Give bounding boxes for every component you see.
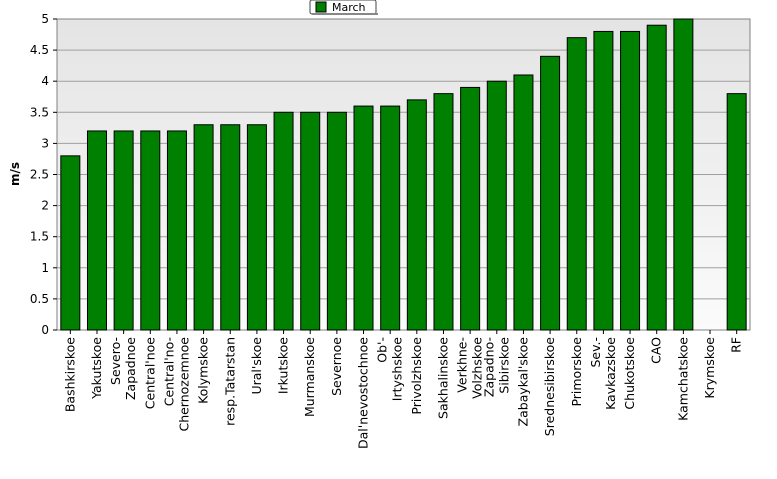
bar: [673, 18, 694, 331]
y-axis: 0 0.5 1 1.5 2 2.5 3 3.5 4 4.5 5: [30, 12, 57, 337]
y-tick-label: 2: [41, 199, 49, 213]
y-tick-label: 4.5: [30, 43, 49, 57]
x-tick-label: resp.Tatarstan: [222, 337, 237, 426]
y-tick-label: 1: [41, 261, 49, 275]
y-axis-label: m/s: [8, 162, 22, 186]
x-tick-label: Volzhskoe: [470, 337, 485, 399]
x-tick-label: Irtyshskoe: [390, 337, 405, 402]
bar: [246, 124, 267, 331]
bar: [726, 93, 747, 331]
bar: [620, 30, 641, 331]
x-tick-label: Zabaykal'skoe: [515, 337, 530, 427]
x-tick-label: Kamchatskoe: [675, 337, 690, 421]
x-tick-label: Ob'-: [375, 337, 390, 363]
x-tick-label: Central'no-: [161, 337, 176, 406]
x-tick-label: Kavkazskoe: [603, 337, 618, 410]
bar: [273, 111, 294, 331]
x-tick-label: Dal'nevostochnoe: [356, 337, 371, 449]
x-tick-label: Kolymskoe: [196, 337, 211, 404]
x-tick-label: Yakutskoe: [89, 337, 104, 400]
bar: [540, 55, 561, 331]
bar: [513, 74, 534, 331]
bar: [300, 111, 321, 331]
bars: [60, 18, 747, 331]
x-tick-label: Chukotskoe: [622, 337, 637, 410]
y-tick-label: 0.5: [30, 292, 49, 306]
x-tick-label: Verkhne-: [455, 337, 470, 393]
x-tick-label: Zapadnoe: [123, 337, 138, 400]
bar: [433, 93, 454, 331]
bar: [326, 111, 347, 331]
x-tick-label: Sev.-: [588, 337, 603, 368]
y-tick-label: 1.5: [30, 230, 49, 244]
bar: [220, 124, 241, 331]
y-tick-label: 4: [41, 74, 49, 88]
bar: [86, 130, 107, 331]
bar: [353, 105, 374, 331]
bar: [113, 130, 134, 331]
bar: [646, 24, 667, 331]
legend-swatch: [315, 1, 327, 13]
y-tick-label: 0: [41, 323, 49, 337]
bar: [60, 155, 81, 331]
x-tick-label: Privolzhskoe: [409, 337, 424, 415]
bar: [166, 130, 187, 331]
bar: [140, 130, 161, 331]
x-tick-label: Ural'skoe: [249, 337, 264, 395]
y-tick-label: 3.5: [30, 105, 49, 119]
bar: [406, 99, 427, 331]
bar: [193, 124, 214, 331]
x-tick-label: Chernozemnoe: [176, 337, 191, 432]
x-tick-label: Severnoe: [329, 337, 344, 396]
x-tick-label: RF: [729, 337, 744, 353]
x-tick-label: Central'noe: [142, 337, 157, 410]
x-tick-label: CAO: [649, 337, 664, 364]
x-tick-label: Zapadno-: [481, 337, 496, 397]
x-tick-label: Krymskoe: [702, 337, 717, 399]
x-tick-label: Murmanskoe: [302, 337, 317, 417]
bar: [486, 80, 507, 331]
x-tick-label: Irkutskoe: [276, 337, 291, 394]
x-tick-label: Bashkirskoe: [62, 337, 77, 412]
bar: [380, 105, 401, 331]
y-tick-label: 2.5: [30, 168, 49, 182]
x-tick-label: Sakhalinskoe: [435, 337, 450, 419]
bar: [460, 86, 481, 331]
bar: [593, 30, 614, 331]
x-tick-label: Severo-: [108, 337, 123, 385]
y-tick-label: 5: [41, 12, 49, 26]
legend-label: March: [332, 1, 366, 14]
legend[interactable]: March: [309, 0, 378, 15]
y-tick-label: 3: [41, 136, 49, 150]
x-tick-label: Sibirskoe: [496, 337, 511, 394]
x-tick-label: Srednesibirskoe: [542, 337, 557, 437]
bar: [566, 37, 587, 331]
x-tick-label: Primorskoe: [569, 337, 584, 407]
x-axis: Bashkirskoe Yakutskoe Severo- Zapadnoe Centr…: [62, 330, 744, 449]
